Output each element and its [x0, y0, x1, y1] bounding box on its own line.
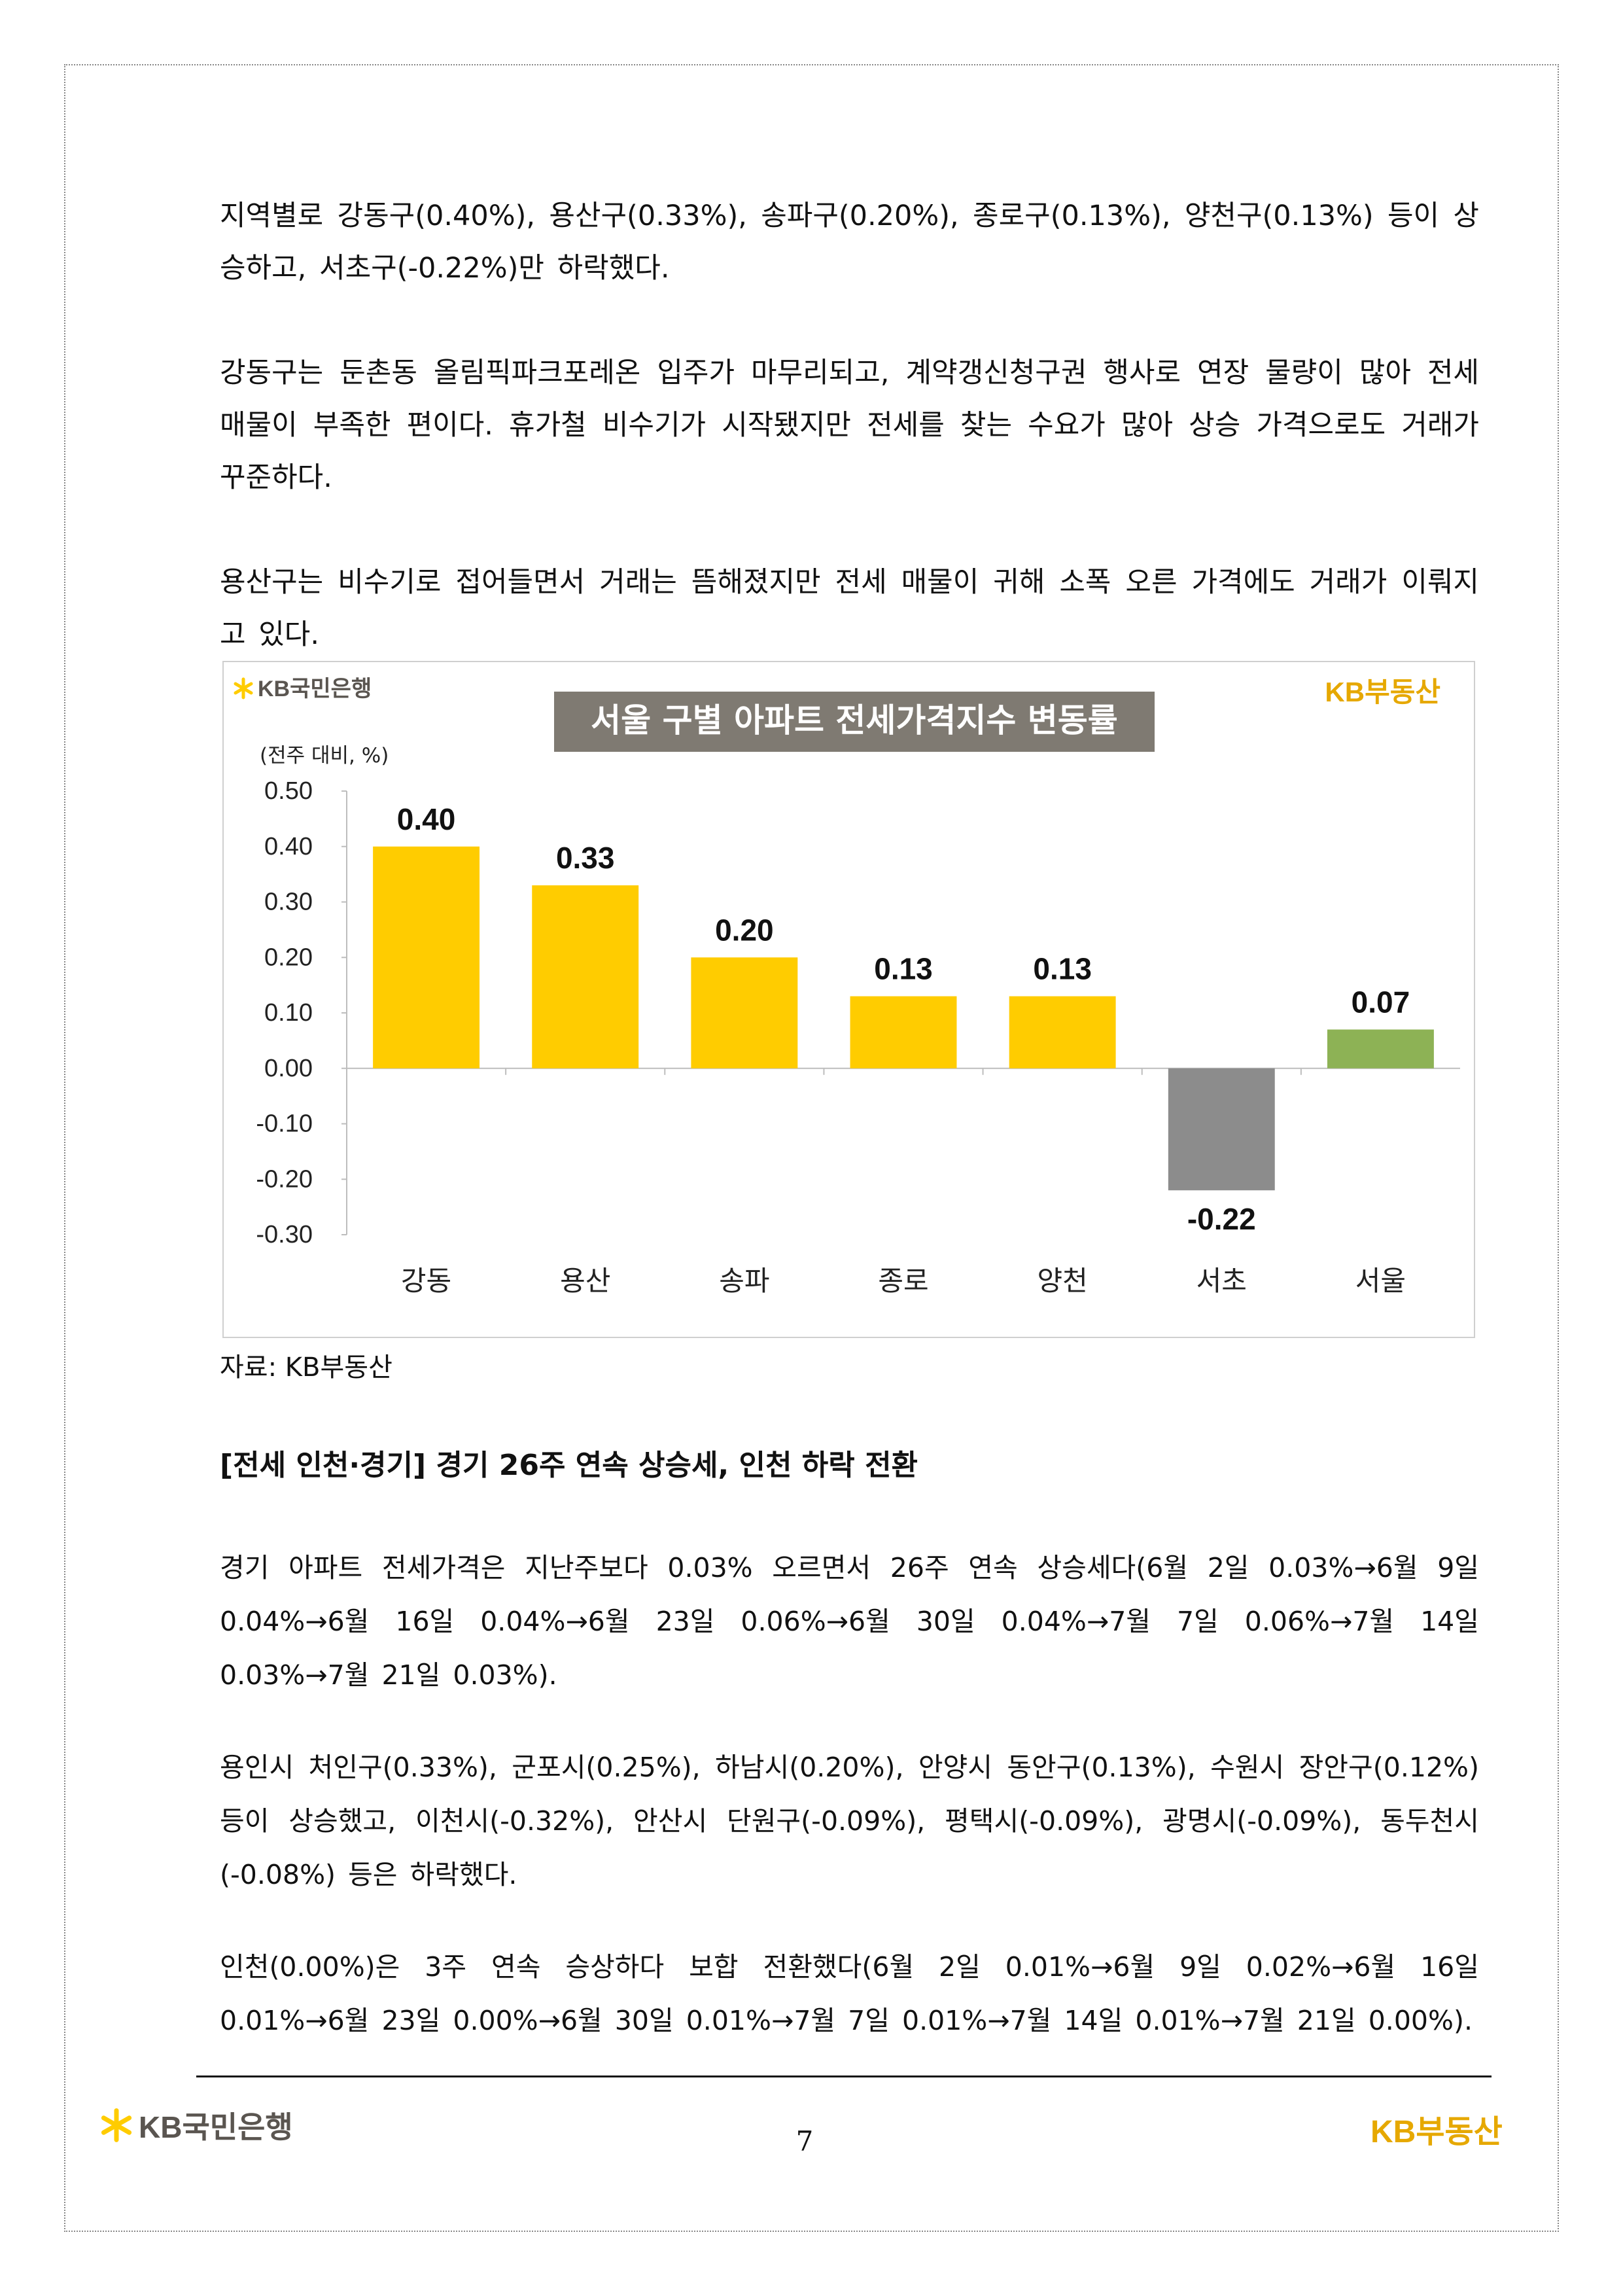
chart-title: 서울 구별 아파트 전세가격지수 변동률 [591, 701, 1118, 739]
chart-bank-logo-text: KB국민은행 [258, 677, 372, 701]
footer-realty-logo: KB부동산 [1370, 2106, 1503, 2151]
bar [532, 885, 639, 1069]
y-tick-label: 0.40 [264, 833, 313, 860]
x-category-label: 종로 [878, 1265, 928, 1297]
paragraph-incheon: 인천(0.00%)은 3주 연속 승상하다 보합 전환했다(6월 2일 0.01… [220, 1951, 1479, 2036]
y-tick-label: 0.20 [264, 944, 313, 971]
bar [691, 957, 798, 1069]
bar-value-label: -0.22 [1187, 1202, 1256, 1236]
bar [1327, 1029, 1434, 1069]
y-tick-label: -0.30 [256, 1221, 313, 1248]
x-category-label: 강동 [401, 1265, 451, 1297]
chart-source-note: 자료: KB부동산 [220, 1352, 393, 1383]
footer-realty-logo-text: KB부동산 [1370, 2115, 1503, 2149]
x-category-label: 서초 [1196, 1265, 1247, 1297]
y-tick-label: 0.00 [264, 1055, 313, 1082]
paragraph-yongsan: 용산구는 비수기로 접어들면서 거래는 뜸해졌지만 전세 매물이 귀해 소폭 오… [220, 566, 1479, 651]
bar [850, 996, 957, 1069]
bar-value-label: 0.40 [397, 802, 456, 836]
paragraph-gangdong: 강동구는 둔촌동 올림픽파크포레온 입주가 마무리되고, 계약갱신청구권 행사로… [220, 357, 1479, 494]
x-category-label: 양천 [1038, 1265, 1088, 1297]
kb-star-icon [234, 677, 253, 699]
bar-value-label: 0.07 [1352, 985, 1410, 1019]
bar [1168, 1068, 1275, 1191]
x-category-label: 서울 [1355, 1265, 1406, 1297]
bar-value-label: 0.20 [715, 913, 774, 947]
paragraph-district-summary: 지역별로 강동구(0.40%), 용산구(0.33%), 송파구(0.20%),… [220, 200, 1479, 285]
section-heading: [전세 인천·경기] 경기 26주 연속 상승세, 인천 하락 전환 [220, 1449, 918, 1482]
bar-value-label: 0.13 [1033, 952, 1092, 986]
y-tick-label: 0.10 [264, 999, 313, 1027]
footer-divider [196, 2075, 1492, 2077]
district-jeonse-bar-chart: KB국민은행 KB부동산 서울 구별 아파트 전세가격지수 변동률 (전주 대비… [234, 677, 1460, 1297]
y-tick-label: -0.10 [256, 1110, 313, 1138]
chart-unit-label: (전주 대비, %) [260, 744, 389, 768]
y-tick-label: 0.50 [264, 777, 313, 805]
x-category-label: 송파 [719, 1265, 769, 1297]
y-tick-label: 0.30 [264, 889, 313, 916]
bar [373, 846, 480, 1069]
bar [1009, 996, 1116, 1069]
x-category-label: 용산 [560, 1265, 610, 1297]
chart-bank-logo: KB국민은행 [234, 677, 372, 701]
kb-star-icon [101, 2108, 132, 2142]
chart-title-background [554, 692, 1155, 752]
chart-bar-layer [373, 846, 1434, 1191]
page-border [64, 64, 1559, 2232]
chart-realty-logo: KB부동산 [1325, 677, 1440, 707]
page-number: 7 [795, 2125, 814, 2157]
footer-bank-logo-text: KB국민은행 [139, 2110, 293, 2144]
chart-label-layer: 0.40 강동 0.33 용산 0.20 송파 0.13 종로 0.13 양천 -0.22 서초 0.0… [397, 802, 1410, 1297]
chart-panel: KB국민은행 KB부동산 서울 구별 아파트 전세가격지수 변동률 (전주 대비… [222, 661, 1475, 1338]
paragraph-gyeonggi: 경기 아파트 전세가격은 지난주보다 0.03% 오르면서 26주 연속 상승세… [220, 1552, 1479, 1691]
bar-value-label: 0.33 [556, 841, 615, 875]
y-tick-label: -0.20 [256, 1165, 313, 1193]
paragraph-gyeonggi-districts: 용인시 처인구(0.33%), 군포시(0.25%), 하남시(0.20%), … [220, 1752, 1479, 1890]
footer-bank-logo: KB국민은행 [98, 2104, 293, 2147]
bar-value-label: 0.13 [874, 952, 933, 986]
